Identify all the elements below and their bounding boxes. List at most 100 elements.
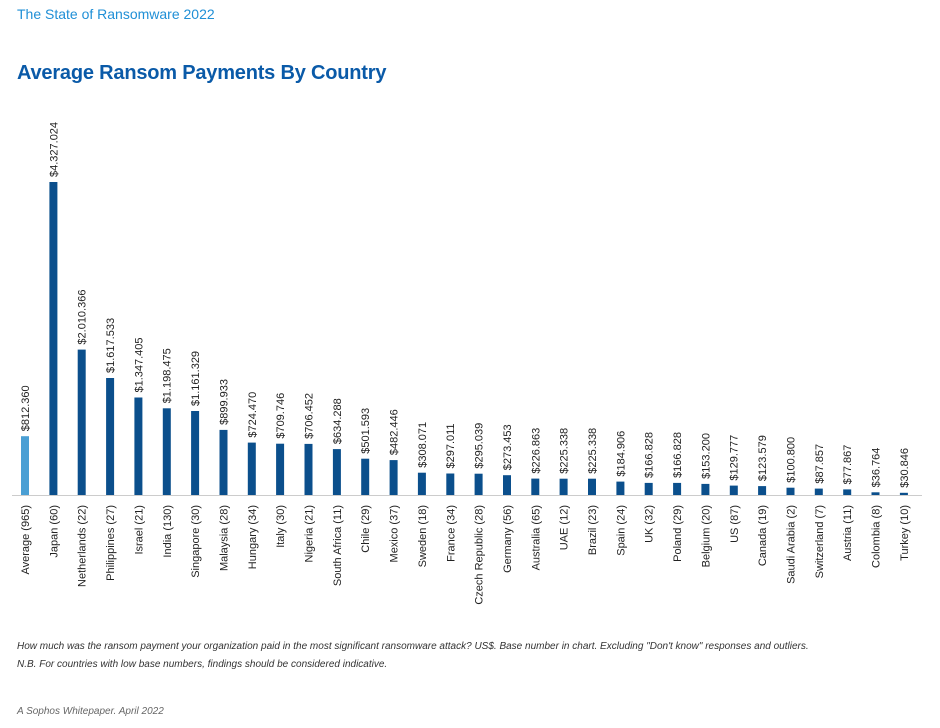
bar [276,443,285,495]
category-label: Canada (19) [757,505,769,566]
data-label: $709.746 [275,393,287,439]
category-label: Italy (30) [275,505,287,548]
bar [503,475,511,495]
category-label: Netherlands (22) [77,505,89,587]
bar [729,485,738,495]
bar [701,483,710,495]
data-label: $4.327.024 [48,122,60,177]
data-label: $123.579 [757,435,769,481]
category-label: France (34) [445,505,457,562]
data-label: $184.906 [615,431,627,477]
bar [843,489,852,495]
category-label: India (130) [162,505,174,558]
category-label: US (87) [729,505,741,543]
category-label: Germany (56) [502,505,514,573]
category-label: Czech Republic (28) [474,505,486,605]
data-label: $482.446 [389,409,401,455]
data-label: $225.338 [587,428,599,474]
data-label: $87.857 [814,444,826,484]
data-label: $812.360 [20,385,32,431]
category-label: Australia (65) [530,505,542,570]
category-label: Spain (24) [615,505,627,556]
category-label: Mexico (37) [389,505,401,562]
bar [616,481,625,495]
data-label: $899.933 [218,379,230,425]
data-label: $297.011 [445,423,457,468]
category-label: Philippines (27) [105,505,117,581]
category-label: Poland (29) [672,505,684,562]
data-label: $100.800 [785,437,797,483]
category-label: Japan (60) [48,505,60,558]
data-label: $1.617.533 [105,318,117,373]
source-footer: A Sophos Whitepaper. April 2022 [17,706,164,717]
category-label: Saudi Arabia (2) [785,505,797,584]
data-label: $295.039 [474,423,486,469]
category-label: Malaysia (28) [218,505,230,571]
category-label: Switzerland (7) [814,505,826,578]
data-label: $501.593 [360,408,372,454]
data-label: $706.452 [304,393,316,439]
data-label: $634.288 [332,398,344,444]
category-label: Israel (21) [133,505,145,555]
bar [77,349,86,495]
bar [474,473,483,495]
bar [134,397,143,495]
chart-title: Average Ransom Payments By Country [17,62,387,84]
bar [814,488,823,495]
bar [361,458,370,495]
bar [304,443,313,495]
data-label: $166.828 [672,432,684,478]
data-label: $1.347.405 [133,337,145,392]
category-label: Singapore (30) [190,505,202,578]
data-label: $273.453 [502,424,514,470]
category-label: Sweden (18) [417,505,429,567]
category-label: Colombia (8) [871,505,883,568]
category-label: Turkey (10) [899,505,911,561]
bar [531,478,540,495]
data-label: $2.010.366 [77,290,89,345]
data-label: $153.200 [700,433,712,479]
data-label: $226.863 [530,428,542,474]
data-label: $1.161.329 [190,351,202,406]
bar [417,472,426,495]
category-label: Belgium (20) [700,505,712,567]
bar [332,449,341,495]
bar [162,408,171,495]
bar [219,429,228,495]
category-label: UAE (12) [559,505,571,550]
bar [191,411,200,495]
category-label: Brazil (23) [587,505,599,555]
data-label: $30.846 [899,448,911,488]
category-label: Nigeria (21) [304,505,316,562]
category-label: South Africa (11) [332,505,344,586]
bar [247,442,256,495]
bar [871,492,880,495]
data-label: $724.470 [247,392,259,438]
bar [389,460,398,495]
category-label: UK (32) [644,505,656,543]
data-label: $308.071 [417,422,429,468]
category-label: Average (965) [20,505,32,575]
bar [644,482,653,495]
category-label: Chile (29) [360,505,372,553]
report-header: The State of Ransomware 2022 [17,6,215,22]
data-label: $225.338 [559,428,571,474]
data-label: $166.828 [644,432,656,478]
bar [786,487,795,495]
bar [106,378,115,495]
bar [559,478,568,495]
bar [758,486,767,495]
category-label: Hungary (34) [247,505,259,569]
category-label: Austria (11) [842,505,854,561]
bar [899,492,908,495]
data-label: $77.867 [842,445,854,485]
bar [673,482,682,495]
nb-note: N.B. For countries with low base numbers… [17,659,388,670]
data-label: $36.764 [871,448,883,488]
data-label: $129.777 [729,435,741,481]
question-note: How much was the ransom payment your org… [17,641,809,652]
bar [446,473,455,495]
bar [21,436,29,495]
bar [588,478,596,495]
